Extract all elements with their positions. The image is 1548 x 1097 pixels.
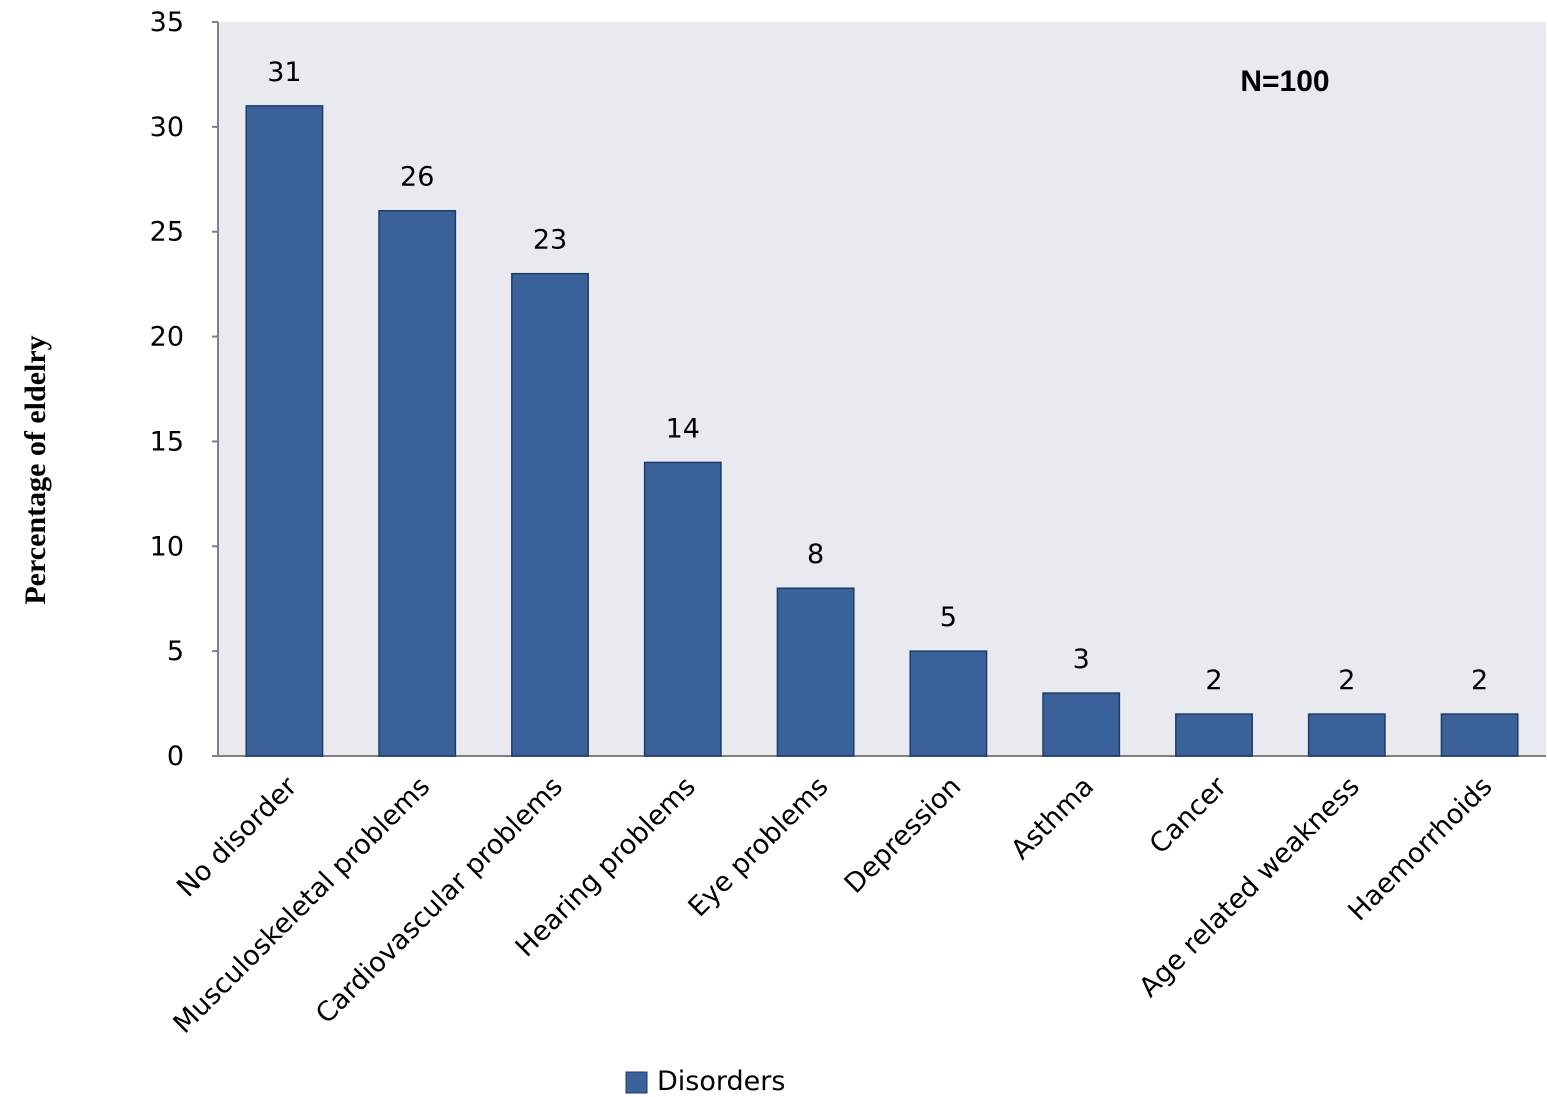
- x-category-label: Haemorrhoids: [1342, 771, 1498, 927]
- y-tick-label: 10: [150, 531, 184, 562]
- bar: [776, 587, 855, 757]
- x-category-label: No disorder: [171, 770, 304, 903]
- bars-group: [245, 105, 1519, 757]
- x-category-label: Musculoskeletal problems: [168, 771, 437, 1040]
- y-tick-label: 5: [167, 636, 184, 667]
- bar: [511, 272, 589, 757]
- y-tick-label: 15: [150, 426, 184, 457]
- bar: [1042, 692, 1121, 757]
- bar-data-label: 2: [1471, 665, 1488, 696]
- bar-data-label: 8: [807, 539, 824, 570]
- x-category-label: Eye problems: [682, 771, 834, 923]
- bar: [1440, 713, 1519, 757]
- bar: [643, 461, 722, 757]
- bar-data-label: 5: [940, 602, 957, 633]
- x-category-label: Age related weakness: [1133, 771, 1365, 1003]
- bar: [1175, 713, 1253, 757]
- y-tick-label: 35: [150, 7, 184, 38]
- bar-data-label: 3: [1073, 644, 1090, 675]
- bar-data-label: 23: [533, 225, 567, 256]
- x-category-label: Cardiovascular problems: [310, 771, 569, 1030]
- x-category-label: Depression: [839, 771, 968, 900]
- legend-label: Disorders: [657, 1066, 785, 1097]
- x-category-label: Asthma: [1005, 771, 1100, 866]
- x-category-label: Cancer: [1144, 770, 1234, 860]
- y-tick-label: 30: [150, 112, 184, 143]
- y-tick-label: 20: [150, 322, 184, 353]
- y-tick-label: 0: [167, 741, 184, 772]
- legend: Disorders: [625, 1066, 785, 1097]
- bar-data-label: 2: [1205, 665, 1222, 696]
- bar: [909, 650, 988, 757]
- bar: [1307, 713, 1386, 757]
- legend-swatch: [625, 1071, 648, 1094]
- bar-data-label: 2: [1338, 665, 1355, 696]
- y-axis-ticks: 0 5 10 15 20 25 30 35: [150, 7, 218, 772]
- bar-data-label: 26: [400, 162, 434, 193]
- y-tick-label: 25: [150, 217, 184, 248]
- bar: [378, 209, 457, 757]
- bar-data-label: 31: [267, 57, 301, 88]
- data-labels-group: 31 26 23 14 8 5 3 2 2 2: [267, 57, 1488, 696]
- y-axis-label: Percentage of eldelry: [19, 335, 52, 604]
- bar-data-label: 14: [666, 413, 700, 444]
- sample-size-annotation: N=100: [1240, 65, 1329, 98]
- bar: [245, 105, 324, 757]
